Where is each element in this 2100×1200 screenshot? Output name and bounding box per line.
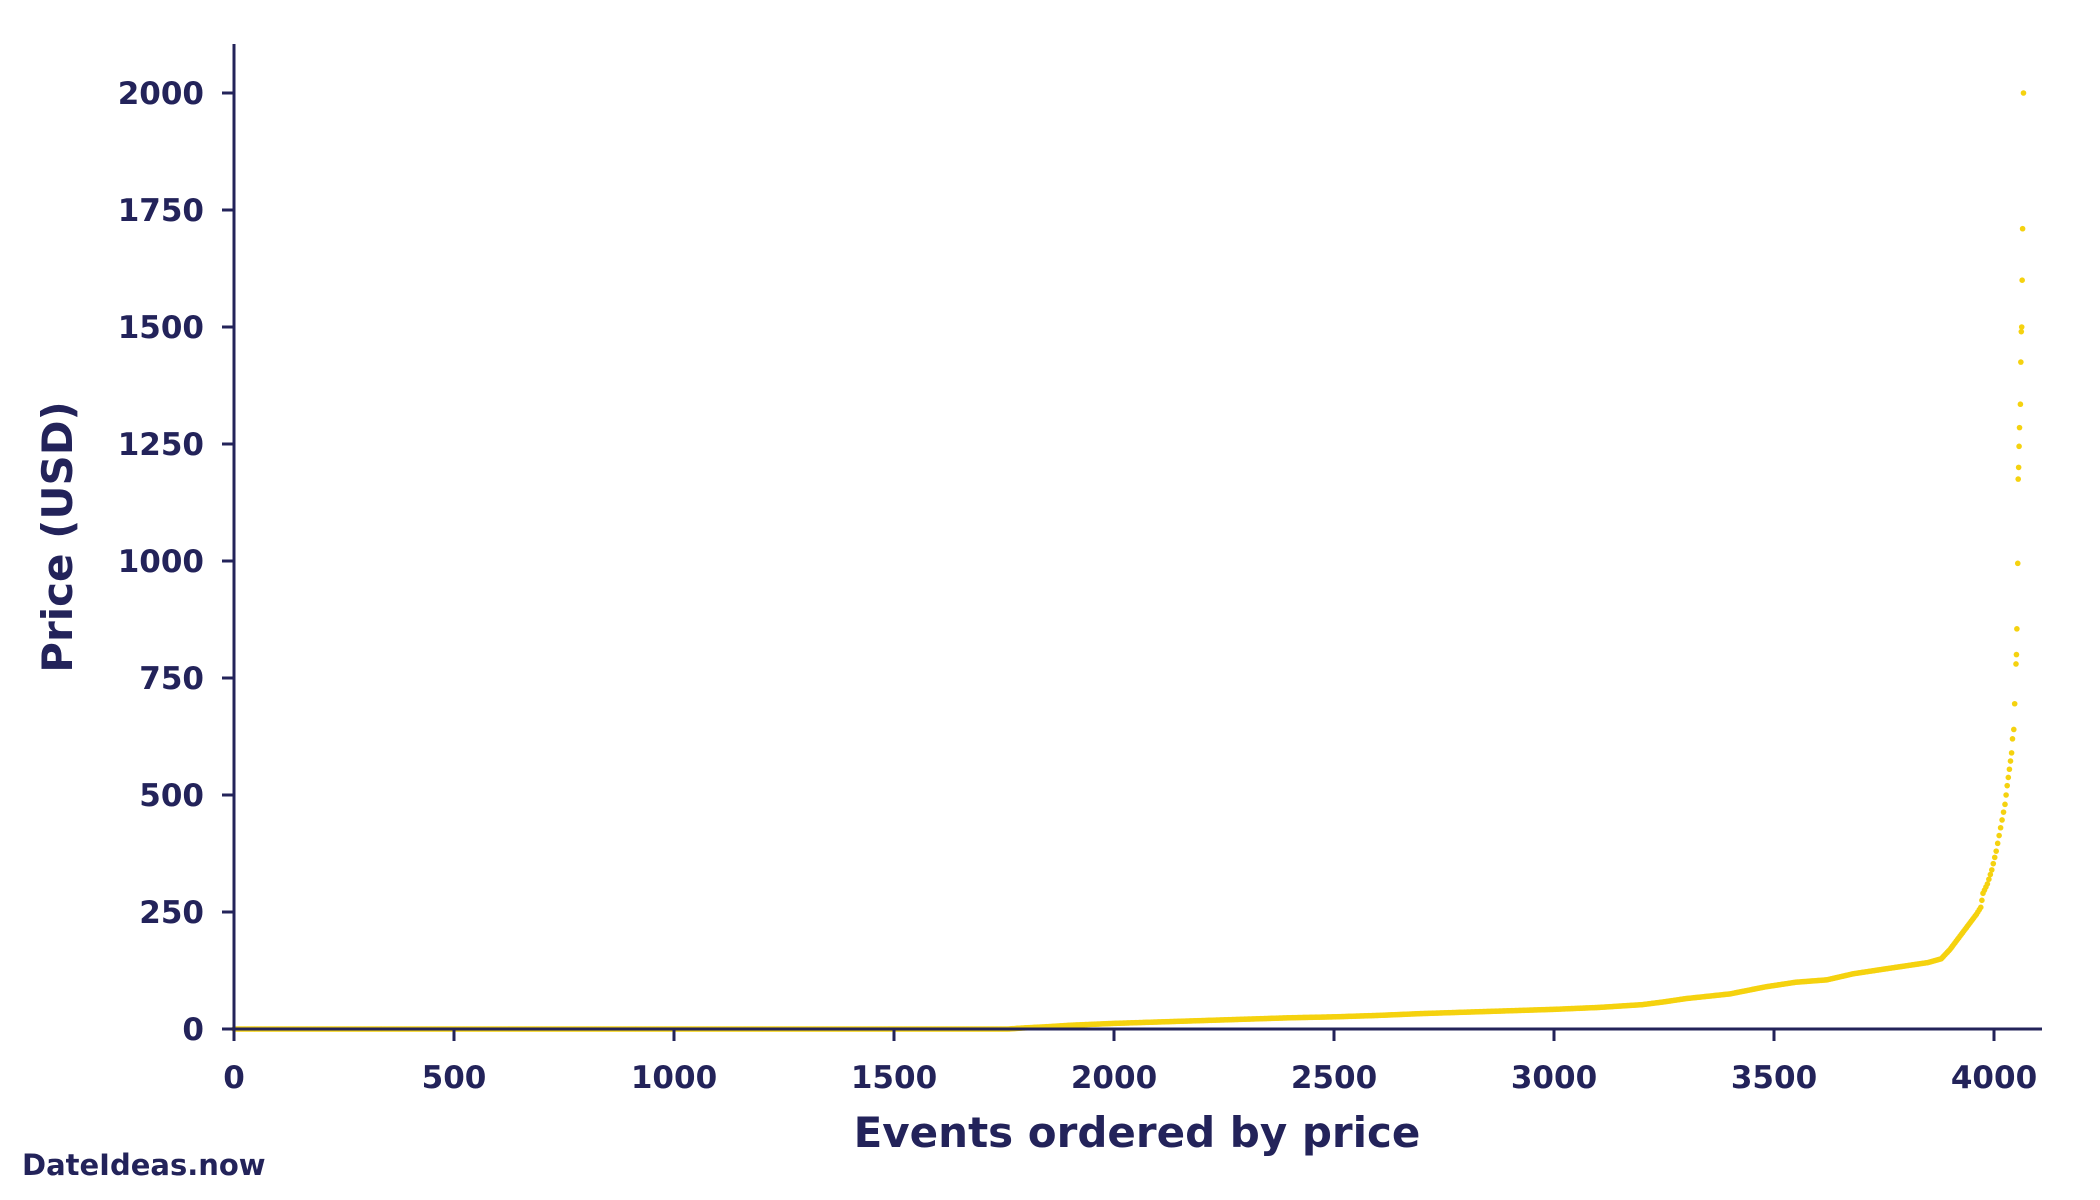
data-point	[2019, 225, 2026, 232]
data-point	[2003, 792, 2009, 798]
data-point	[2013, 651, 2020, 658]
data-point	[2000, 809, 2007, 815]
data-point	[2011, 700, 2018, 707]
y-tick-label: 750	[139, 661, 204, 697]
data-point	[1987, 871, 1994, 878]
data-point	[1997, 824, 2004, 831]
data-point	[1999, 817, 2005, 823]
y-tick-label: 0	[182, 1012, 204, 1048]
data-point	[1989, 867, 1995, 873]
y-tick-label: 1750	[118, 193, 204, 229]
data-points	[231, 90, 2027, 1032]
data-point	[2014, 626, 2020, 632]
x-tick-label: 2500	[1291, 1060, 1377, 1096]
data-point	[2011, 726, 2017, 733]
x-tick-label: 2000	[1071, 1060, 1157, 1096]
data-point	[2020, 90, 2027, 96]
data-point	[1984, 881, 1991, 887]
data-point	[1994, 840, 2001, 847]
x-tick-label: 4000	[1951, 1060, 2037, 1096]
data-point	[2007, 758, 2014, 764]
y-tick-label: 1000	[118, 544, 204, 580]
data-point	[1991, 854, 1998, 861]
data-point	[2006, 766, 2013, 773]
data-point	[2004, 782, 2010, 789]
x-tick-label: 1000	[631, 1060, 717, 1096]
y-axis-ticks: 0 250 500 750 1000 1250 1500 1750 2000	[118, 76, 234, 1048]
data-point	[1978, 904, 1984, 911]
x-tick-label: 500	[422, 1060, 487, 1096]
x-tick-label: 3000	[1511, 1060, 1597, 1096]
y-axis-title: Price (USD)	[33, 401, 82, 673]
data-point	[1996, 832, 2002, 839]
watermark: DateIdeas.now	[22, 1148, 266, 1182]
data-point	[1993, 848, 1999, 854]
data-point	[2018, 324, 2025, 330]
data-point	[2002, 801, 2008, 808]
x-tick-label: 0	[223, 1060, 245, 1096]
data-point	[2008, 750, 2015, 756]
x-axis-title: Events ordered by price	[854, 1108, 1421, 1157]
y-tick-label: 500	[139, 778, 204, 814]
data-point	[2014, 560, 2021, 567]
data-point	[2013, 661, 2019, 667]
y-tick-label: 1500	[118, 310, 204, 346]
data-point	[2017, 401, 2024, 408]
x-axis-ticks: 0 500 1000 1500 2000 2500 3000 3500 4000	[223, 1029, 2037, 1096]
data-point	[2015, 464, 2022, 471]
data-point	[2018, 328, 2025, 335]
y-tick-label: 2000	[118, 76, 204, 112]
data-point	[2019, 277, 2025, 284]
data-point	[2015, 476, 2021, 482]
data-point	[1990, 860, 1997, 867]
data-point	[2018, 359, 2024, 365]
y-tick-label: 250	[139, 895, 204, 931]
data-point	[2009, 736, 2016, 742]
data-point	[1986, 876, 1992, 883]
data-point	[2016, 424, 2023, 431]
y-tick-label: 1250	[118, 427, 204, 463]
data-point	[2005, 774, 2012, 781]
x-tick-label: 3500	[1731, 1060, 1817, 1096]
x-tick-label: 1500	[851, 1060, 937, 1096]
data-point	[2016, 443, 2022, 450]
data-point	[1979, 897, 1985, 904]
